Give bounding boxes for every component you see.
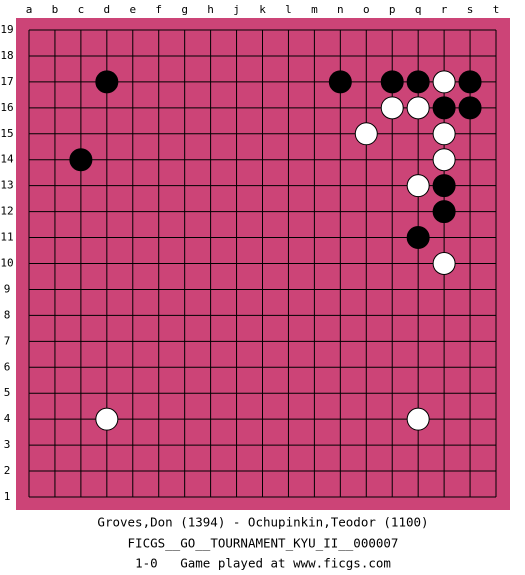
row-label: 2 xyxy=(4,464,11,477)
tournament: FICGS__GO__TOURNAMENT_KYU_II__000007 xyxy=(128,536,399,551)
column-label: j xyxy=(233,3,240,16)
black-stone xyxy=(458,70,482,94)
column-label: r xyxy=(441,3,448,16)
column-label: t xyxy=(493,3,500,16)
row-label: 11 xyxy=(0,231,13,244)
white-stone xyxy=(95,407,119,431)
column-label: s xyxy=(467,3,474,16)
black-stone xyxy=(328,70,352,94)
black-stone xyxy=(406,226,430,250)
players: Groves,Don (1394) - Ochupinkin,Teodor (1… xyxy=(97,515,428,530)
column-label: a xyxy=(26,3,33,16)
black-stone xyxy=(432,174,456,198)
row-label: 1 xyxy=(4,490,11,503)
white-stone xyxy=(432,122,456,146)
stones xyxy=(69,70,482,431)
row-label: 10 xyxy=(0,257,13,270)
column-label: h xyxy=(207,3,214,16)
white-stone xyxy=(354,122,378,146)
row-label: 4 xyxy=(4,412,11,425)
white-stone xyxy=(406,407,430,431)
column-label: n xyxy=(337,3,344,16)
column-label: d xyxy=(104,3,111,16)
white-stone xyxy=(432,148,456,172)
black-stone xyxy=(380,70,404,94)
row-label: 12 xyxy=(0,205,13,218)
row-label: 7 xyxy=(4,334,11,347)
row-label: 5 xyxy=(4,386,11,399)
column-label: m xyxy=(311,3,318,16)
column-label: p xyxy=(389,3,396,16)
white-stone xyxy=(380,96,404,120)
row-label: 3 xyxy=(4,438,11,451)
column-label: o xyxy=(363,3,370,16)
white-stone xyxy=(432,70,456,94)
column-label: e xyxy=(129,3,136,16)
row-label: 15 xyxy=(0,127,13,140)
column-label: l xyxy=(285,3,292,16)
black-stone xyxy=(458,96,482,120)
coordinates: a b c d e f g h j k l m n o p q r s t191817161514131211109… xyxy=(0,3,499,503)
row-label: 14 xyxy=(0,153,14,166)
column-label: f xyxy=(155,3,162,16)
row-label: 17 xyxy=(0,75,13,88)
black-stone xyxy=(432,96,456,120)
black-stone xyxy=(432,200,456,224)
row-label: 9 xyxy=(4,282,11,295)
black-stone xyxy=(95,70,119,94)
black-stone xyxy=(406,70,430,94)
row-label: 8 xyxy=(4,308,11,321)
row-label: 6 xyxy=(4,360,11,373)
white-stone xyxy=(406,96,430,120)
column-label: g xyxy=(181,3,188,16)
row-label: 16 xyxy=(0,101,13,114)
white-stone xyxy=(406,174,430,198)
column-label: c xyxy=(78,3,85,16)
row-label: 13 xyxy=(0,179,13,192)
white-stone xyxy=(432,252,456,275)
column-label: q xyxy=(415,3,422,16)
row-label: 19 xyxy=(0,23,13,36)
column-label: b xyxy=(52,3,59,16)
row-label: 18 xyxy=(0,49,13,62)
result: 1-0 Game played at www.ficgs.com xyxy=(135,556,391,571)
black-stone xyxy=(69,148,93,172)
column-label: k xyxy=(259,3,266,16)
